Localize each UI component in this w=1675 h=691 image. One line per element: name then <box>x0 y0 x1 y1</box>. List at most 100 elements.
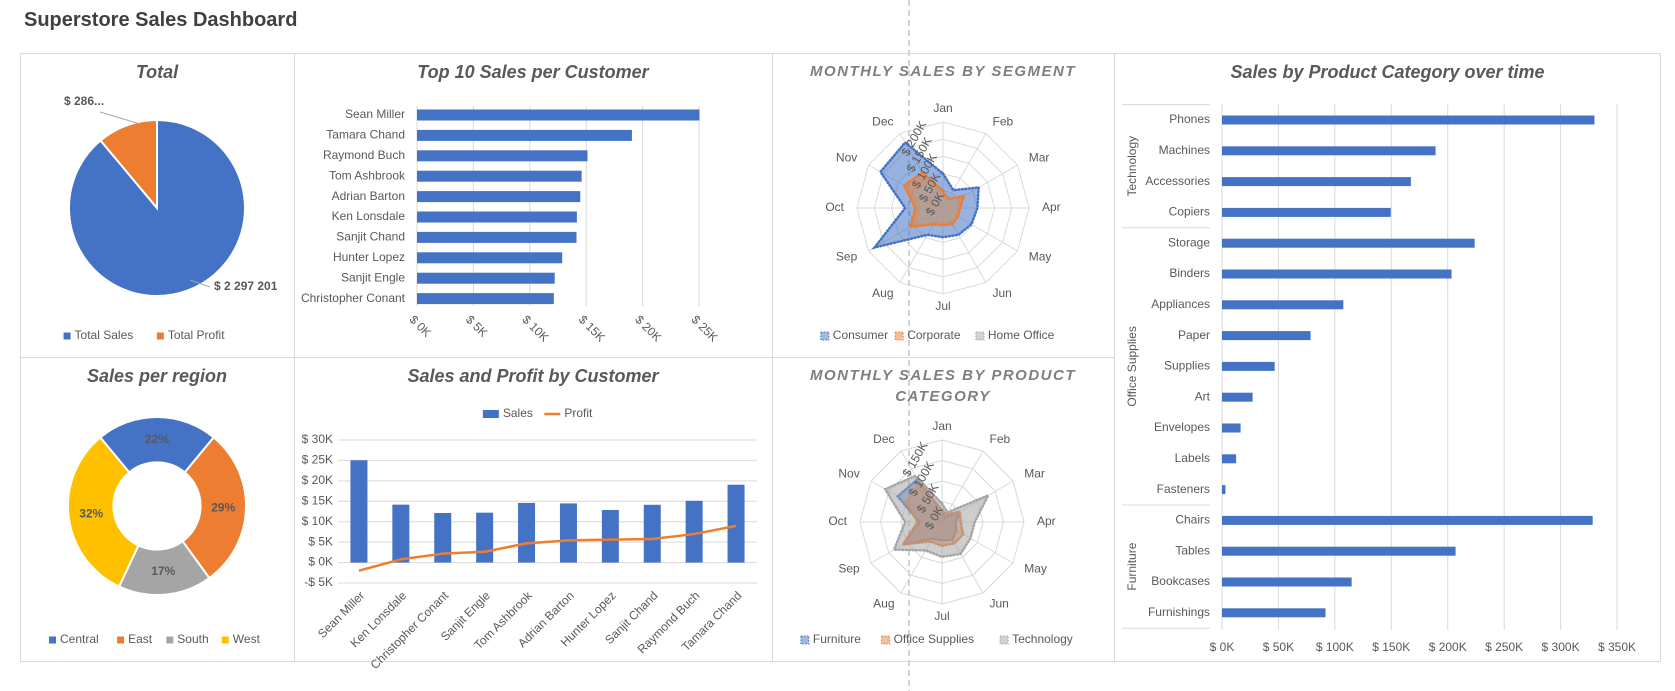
y-tick-label: $ 25K <box>302 453 333 467</box>
bar <box>417 272 555 284</box>
x-tick-label: $ 15K <box>576 312 608 344</box>
y-tick-label: Sanjit Chand <box>336 230 405 244</box>
x-tick-label: $ 0K <box>1210 640 1235 654</box>
bar <box>559 503 577 563</box>
line-series <box>358 524 737 572</box>
bar <box>392 504 410 563</box>
legend-label: West <box>233 632 261 646</box>
category-label: Feb <box>990 432 1011 446</box>
bar <box>1222 331 1311 341</box>
legend-marker <box>156 332 164 340</box>
legend-marker <box>221 636 229 644</box>
chart-title: Sales by Product Category over time <box>1230 62 1545 82</box>
y-tick-label: Raymond Buch <box>323 148 405 162</box>
y-tick-label: Chairs <box>1175 513 1210 527</box>
legend-label: Sales <box>503 406 533 420</box>
legend-marker <box>975 331 985 341</box>
bar <box>1222 146 1436 156</box>
bar <box>417 252 563 264</box>
chart-title: Total <box>135 62 179 82</box>
y-tick-label: Sanjit Engle <box>341 270 405 284</box>
y-tick-label: Phones <box>1169 112 1210 126</box>
x-tick-label: $ 200K <box>1429 640 1467 654</box>
category-label: Mar <box>1029 151 1050 165</box>
y-tick-label: Fasteners <box>1157 482 1210 496</box>
x-tick-label: $ 150K <box>1372 640 1410 654</box>
bar <box>1222 361 1275 371</box>
legend-marker <box>63 332 71 340</box>
legend-marker <box>820 331 830 341</box>
bar <box>1222 392 1253 402</box>
y-tick-label: Hunter Lopez <box>333 250 405 264</box>
y-tick-label: Binders <box>1169 266 1210 280</box>
legend-label: Total Profit <box>168 328 225 342</box>
bar <box>476 512 494 563</box>
legend-label: Total Sales <box>75 328 134 342</box>
y-tick-label: Supplies <box>1164 359 1210 373</box>
y-tick-label: Labels <box>1175 451 1210 465</box>
category-label: Dec <box>872 114 893 128</box>
bar <box>1222 454 1237 464</box>
bar <box>1222 608 1326 618</box>
category-label: Jan <box>932 419 951 433</box>
category-label: Feb <box>993 114 1014 128</box>
y-tick-label: Christopher Conant <box>301 291 406 305</box>
bar <box>1222 485 1226 495</box>
data-label: 17% <box>151 564 175 578</box>
legend-label: Home Office <box>988 328 1055 342</box>
chart-title: Top 10 Sales per Customer <box>417 62 649 82</box>
y-tick-label: Paper <box>1178 328 1210 342</box>
category-label: Oct <box>825 200 844 214</box>
y-tick-label: Appliances <box>1151 297 1210 311</box>
y-tick-label: Art <box>1195 389 1211 403</box>
bar <box>1222 577 1352 587</box>
spoke <box>941 450 984 523</box>
data-label: $ 286... <box>64 94 104 108</box>
x-tick-label: $ 250K <box>1485 640 1523 654</box>
pie-slice <box>68 118 246 297</box>
legend-label: Furniture <box>813 632 861 646</box>
y-tick-label: Sean Miller <box>345 107 405 121</box>
data-label: 22% <box>145 432 169 446</box>
bar <box>727 484 745 563</box>
pie-slice <box>67 436 140 588</box>
pie-slice <box>99 118 158 211</box>
legend-marker <box>166 636 174 644</box>
bar <box>417 129 632 141</box>
group-label: Office Supplies <box>1125 326 1139 407</box>
legend-label: Technology <box>1012 632 1073 646</box>
category-label: Aug <box>873 596 894 610</box>
category-label: May <box>1024 562 1047 576</box>
bar <box>417 170 582 182</box>
x-tick-label: $ 20K <box>632 312 664 344</box>
bar <box>434 513 452 563</box>
category-label: Jun <box>990 596 1009 610</box>
pie-slice <box>181 436 247 580</box>
legend-marker <box>482 410 499 418</box>
legend-marker <box>800 635 810 645</box>
group-label: Technology <box>1125 136 1139 197</box>
legend-marker <box>49 636 56 644</box>
category-label: Nov <box>836 151 857 165</box>
y-tick-label: $ 10K <box>302 514 333 528</box>
bar <box>350 460 368 563</box>
y-tick-label: $ 5K <box>308 534 333 548</box>
y-tick-label: $ 30K <box>302 432 333 446</box>
bar <box>1222 423 1241 433</box>
chart-title: MONTHLY SALES BY SEGMENT <box>809 63 1077 80</box>
pie-slice <box>98 416 216 474</box>
legend-label: Central <box>60 632 99 646</box>
legend-label: Office Supplies <box>894 632 975 646</box>
legend-label: East <box>128 632 153 646</box>
category-label: Jul <box>935 299 950 313</box>
bar <box>1222 238 1475 248</box>
bar <box>518 502 536 563</box>
category-label: Jan <box>933 101 952 115</box>
category-label: Nov <box>838 467 859 481</box>
y-tick-label: Machines <box>1159 143 1210 157</box>
legend-label: Corporate <box>907 328 961 342</box>
y-tick-label: -$ 5K <box>304 575 333 589</box>
group-label: Furniture <box>1125 542 1139 590</box>
category-label: Apr <box>1042 200 1061 214</box>
legend-marker <box>117 636 125 644</box>
